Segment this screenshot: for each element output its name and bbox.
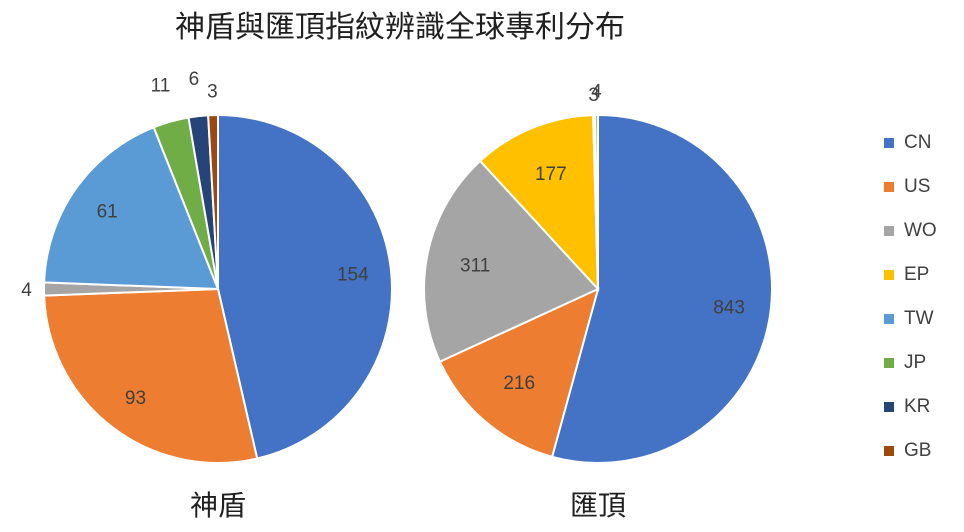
- data-label-tw: 61: [97, 202, 118, 223]
- legend-label: EP: [904, 264, 930, 285]
- legend-item-jp: JP: [884, 341, 937, 385]
- pie-slice-jp: [594, 113, 599, 290]
- legend-item-tw: TW: [884, 297, 937, 341]
- legend-label: GB: [904, 440, 932, 461]
- legend-swatch: [884, 182, 894, 192]
- legend-label: JP: [904, 352, 927, 373]
- data-label-wo: 4: [21, 280, 32, 301]
- legend-swatch: [884, 226, 894, 236]
- pie-slice-gb: [207, 113, 219, 290]
- pie-right: 843 216 311 177 34: [423, 82, 774, 464]
- legend-item-kr: KR: [884, 385, 937, 429]
- data-label-gb: 3: [207, 82, 218, 103]
- pie-left: 154 93 4 61 11 63: [21, 69, 393, 464]
- legend-swatch: [884, 138, 894, 148]
- pie-slice-ep: [478, 114, 600, 292]
- legend-label: US: [904, 176, 931, 197]
- data-label-us: 93: [125, 388, 146, 409]
- pie-caption-left: 神盾: [189, 489, 246, 522]
- data-label-us: 216: [503, 373, 535, 394]
- legend: CN US WO EP TW JP KR GB: [884, 121, 937, 473]
- data-label-jp: 11: [151, 76, 171, 97]
- legend-item-wo: WO: [884, 209, 937, 253]
- legend-item-cn: CN: [884, 121, 937, 165]
- legend-item-gb: GB: [884, 429, 937, 473]
- chart-title: 神盾與匯頂指紋辨識全球專利分布: [175, 10, 625, 45]
- data-label-cn: 154: [337, 265, 369, 286]
- legend-label: WO: [904, 220, 937, 241]
- data-label-jp: 4: [591, 82, 602, 103]
- legend-swatch: [884, 358, 894, 368]
- legend-swatch: [884, 402, 894, 412]
- legend-label: KR: [904, 396, 931, 417]
- pie-slice-tw: [43, 126, 220, 291]
- pie-slice-us: [438, 287, 600, 459]
- legend-item-us: US: [884, 165, 937, 209]
- pie-slice-cn: [217, 113, 393, 460]
- legend-label: CN: [904, 132, 932, 153]
- legend-swatch: [884, 270, 894, 280]
- legend-swatch: [884, 314, 894, 324]
- data-label-wo: 311: [460, 255, 490, 276]
- data-label-cn: 843: [713, 298, 745, 319]
- legend-item-ep: EP: [884, 253, 937, 297]
- legend-label: TW: [904, 308, 934, 329]
- pie-slice-wo: [423, 159, 600, 363]
- legend-swatch: [884, 446, 894, 456]
- pie-slice-us: [43, 287, 259, 464]
- pie-slice-cn: [550, 113, 774, 464]
- data-label-kr: 6: [189, 69, 200, 90]
- data-label-tw: 3: [588, 85, 599, 106]
- pie-caption-right: 匯頂: [569, 489, 626, 522]
- data-label-ep: 177: [535, 164, 567, 185]
